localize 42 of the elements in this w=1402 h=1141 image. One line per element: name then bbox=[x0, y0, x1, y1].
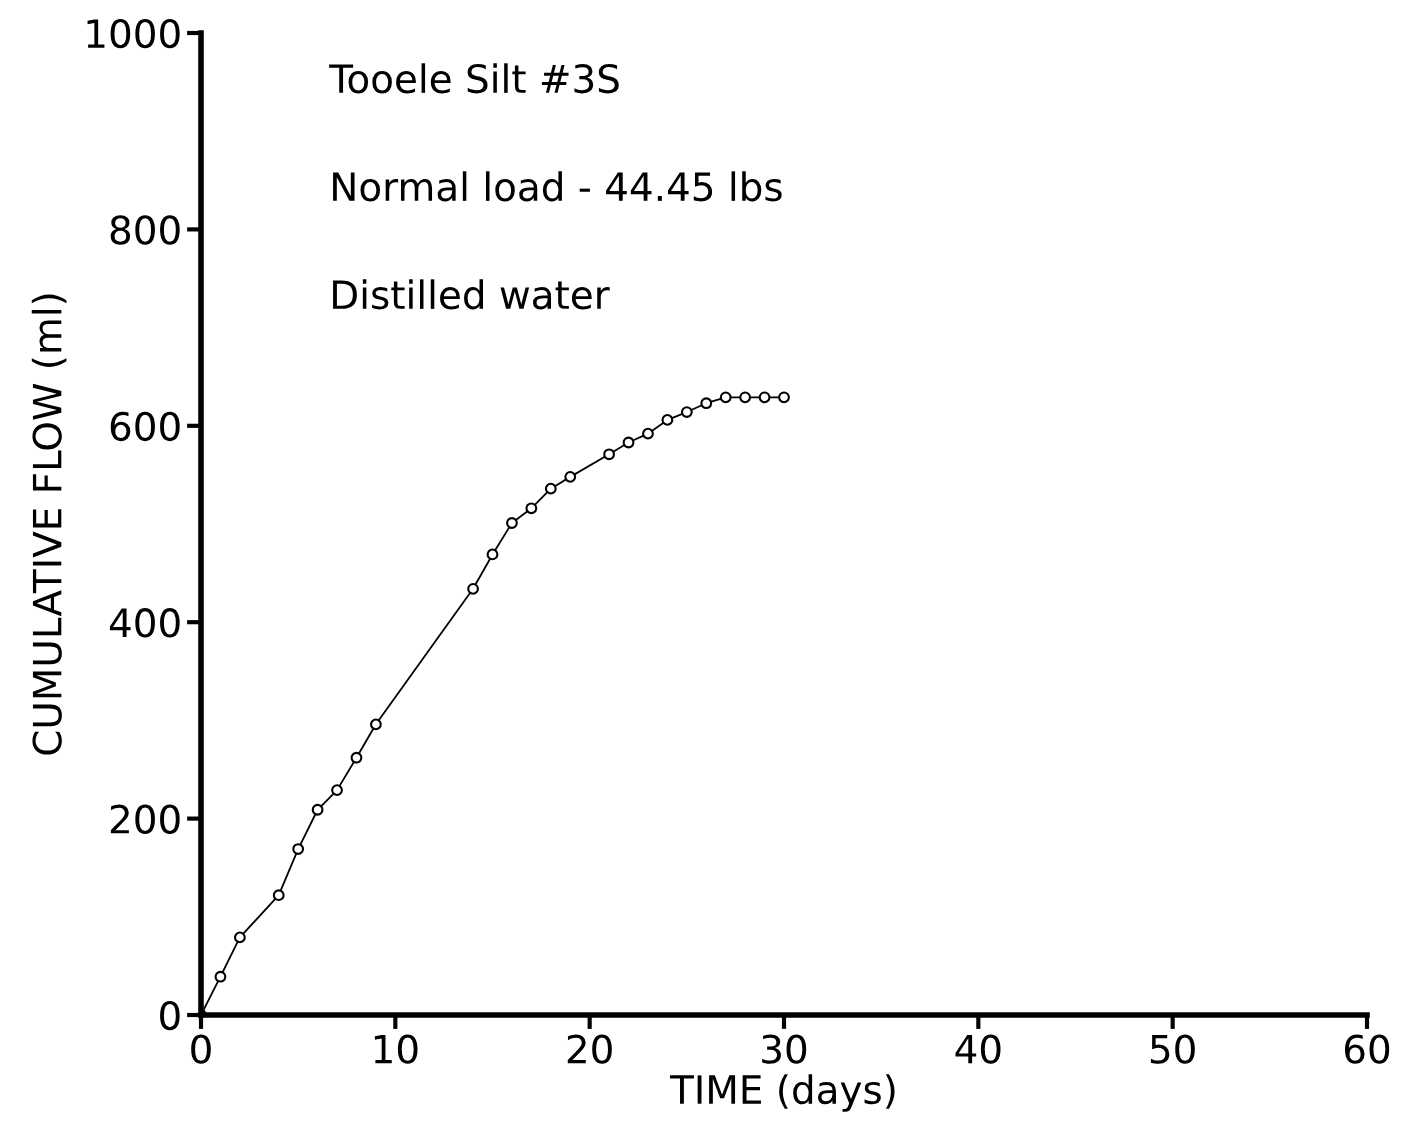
y-tick-label: 1000 bbox=[87, 18, 180, 49]
point bbox=[642, 427, 654, 440]
annotation: Tooele Silt #3S bbox=[329, 63, 619, 94]
x-tick-label: 40 bbox=[955, 1034, 1001, 1064]
annotation: Normal load - 44.45 lbs bbox=[333, 171, 782, 202]
y-tick-label: 200 bbox=[110, 804, 180, 834]
annotation: Distilled water bbox=[333, 279, 610, 310]
x-tick-label: 60 bbox=[1344, 1034, 1390, 1064]
point bbox=[370, 718, 382, 731]
point bbox=[622, 436, 635, 449]
y-tick-label: 0 bbox=[160, 1000, 180, 1031]
point bbox=[603, 448, 615, 461]
point bbox=[292, 843, 305, 855]
y-tick-label: 800 bbox=[110, 215, 180, 245]
x-tick-label: 10 bbox=[374, 1034, 418, 1064]
point bbox=[331, 784, 343, 797]
point bbox=[661, 414, 674, 426]
point bbox=[486, 548, 499, 561]
point bbox=[680, 406, 693, 418]
point bbox=[758, 391, 771, 404]
point bbox=[544, 482, 557, 495]
x-tick-label: 20 bbox=[567, 1034, 612, 1064]
y-axis-title: CUMULATIVE FLOW (ml) bbox=[31, 294, 67, 755]
point bbox=[506, 517, 518, 529]
x-tick-label: 0 bbox=[191, 1034, 211, 1064]
point bbox=[272, 889, 285, 902]
x-axis-title: TIME (days) bbox=[669, 1074, 895, 1112]
x-tick-label: 30 bbox=[762, 1034, 807, 1064]
point bbox=[564, 470, 577, 483]
point bbox=[525, 502, 538, 515]
point bbox=[700, 397, 713, 410]
point bbox=[719, 391, 732, 404]
point bbox=[467, 582, 479, 595]
point bbox=[350, 751, 363, 764]
point bbox=[214, 970, 227, 983]
y-tick-label: 600 bbox=[110, 411, 180, 442]
x-tick-label: 50 bbox=[1150, 1034, 1195, 1064]
y-tick-label: 400 bbox=[109, 608, 180, 638]
point bbox=[739, 391, 752, 404]
point bbox=[233, 931, 246, 944]
point bbox=[311, 803, 324, 816]
point bbox=[778, 391, 790, 404]
